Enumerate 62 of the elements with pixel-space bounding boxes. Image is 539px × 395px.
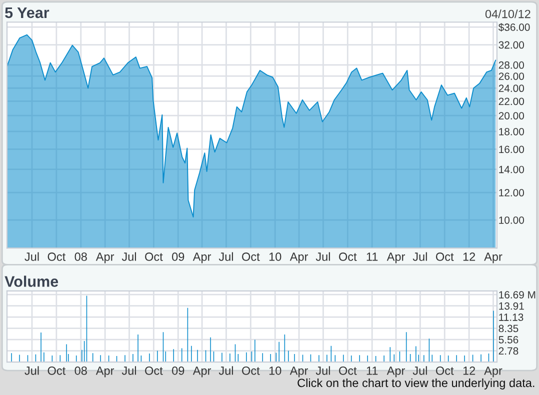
text: Click on the chart to view the underlying data. — [298, 378, 534, 390]
x-tick-label: Jul — [316, 252, 330, 261]
x-tick-label: Oct — [339, 252, 357, 261]
y-tick-label: 2.78 — [498, 347, 518, 355]
chart-title: 5 Year — [5, 7, 50, 18]
x-tick-label: 11 — [366, 252, 378, 261]
y-tick-label: 16.00 — [499, 146, 524, 154]
x-tick-label: Jul — [412, 366, 427, 375]
x-tick-label: Apr — [192, 252, 212, 264]
y-tick-label: 8.35 — [498, 324, 518, 332]
x-tick-label: Apr — [484, 366, 502, 378]
text: 04/10/12 — [485, 10, 530, 18]
y-tick-label: 5.56 — [498, 336, 518, 344]
x-tick-label: Jul — [24, 252, 39, 261]
x-tick-label: 12 — [463, 252, 476, 261]
y-tick-label: $36.00 — [498, 23, 530, 32]
x-tick-label: Oct — [242, 252, 260, 261]
x-tick-label: Oct — [48, 366, 66, 375]
x-tick-label: Apr — [386, 366, 405, 378]
y-tick-label: 24.00 — [498, 84, 524, 92]
x-tick-label: Oct — [145, 366, 163, 375]
x-tick-label: Jul — [122, 252, 136, 261]
x-tick-label: Apr — [96, 366, 114, 378]
y-tick-label: 11.13 — [499, 314, 524, 321]
x-tick-label: Apr — [386, 252, 405, 264]
y-tick-label: 26.00 — [498, 72, 524, 80]
x-tick-label: 12 — [463, 366, 476, 375]
x-tick-label: Oct — [48, 252, 66, 261]
y-tick-label: 14.00 — [499, 166, 524, 174]
x-tick-label: Oct — [242, 366, 260, 375]
x-tick-label: 10 — [269, 366, 282, 375]
x-tick-label: Apr — [290, 252, 308, 264]
x-tick-label: Jul — [412, 252, 427, 261]
x-tick-label: 10 — [269, 252, 282, 261]
y-tick-label: 28.00 — [498, 61, 524, 69]
x-tick-label: Jul — [218, 366, 233, 375]
y-tick-label: 32.00 — [498, 41, 524, 49]
y-tick-label: 13.91 — [499, 302, 524, 310]
y-tick-label: 22.00 — [498, 98, 524, 106]
x-tick-label: Jul — [218, 252, 233, 261]
x-tick-label: Oct — [145, 252, 163, 261]
x-tick-label: Apr — [290, 366, 308, 378]
y-tick-label: 16.69 M — [499, 291, 536, 298]
x-tick-label: Jul — [122, 366, 136, 375]
x-tick-label: 08 — [74, 366, 87, 375]
y-tick-label: 18.00 — [499, 128, 524, 136]
x-tick-label: 08 — [74, 252, 87, 261]
x-tick-label: Apr — [484, 252, 502, 264]
x-tick-label: Jul — [316, 366, 330, 375]
x-tick-label: Jul — [24, 366, 39, 375]
y-tick-label: 20.00 — [498, 112, 524, 120]
y-tick-label: 10.00 — [499, 216, 524, 224]
x-tick-label: Apr — [96, 252, 114, 264]
x-tick-label: Oct — [436, 366, 454, 375]
y-tick-label: 12.00 — [499, 189, 524, 196]
x-tick-label: 09 — [172, 252, 184, 261]
x-tick-label: Apr — [192, 366, 212, 378]
x-tick-label: Oct — [436, 252, 454, 261]
x-tick-label: 11 — [366, 366, 378, 375]
chart-title: Volume — [4, 276, 58, 287]
x-tick-label: Oct — [339, 366, 357, 375]
x-tick-label: 09 — [172, 366, 184, 375]
